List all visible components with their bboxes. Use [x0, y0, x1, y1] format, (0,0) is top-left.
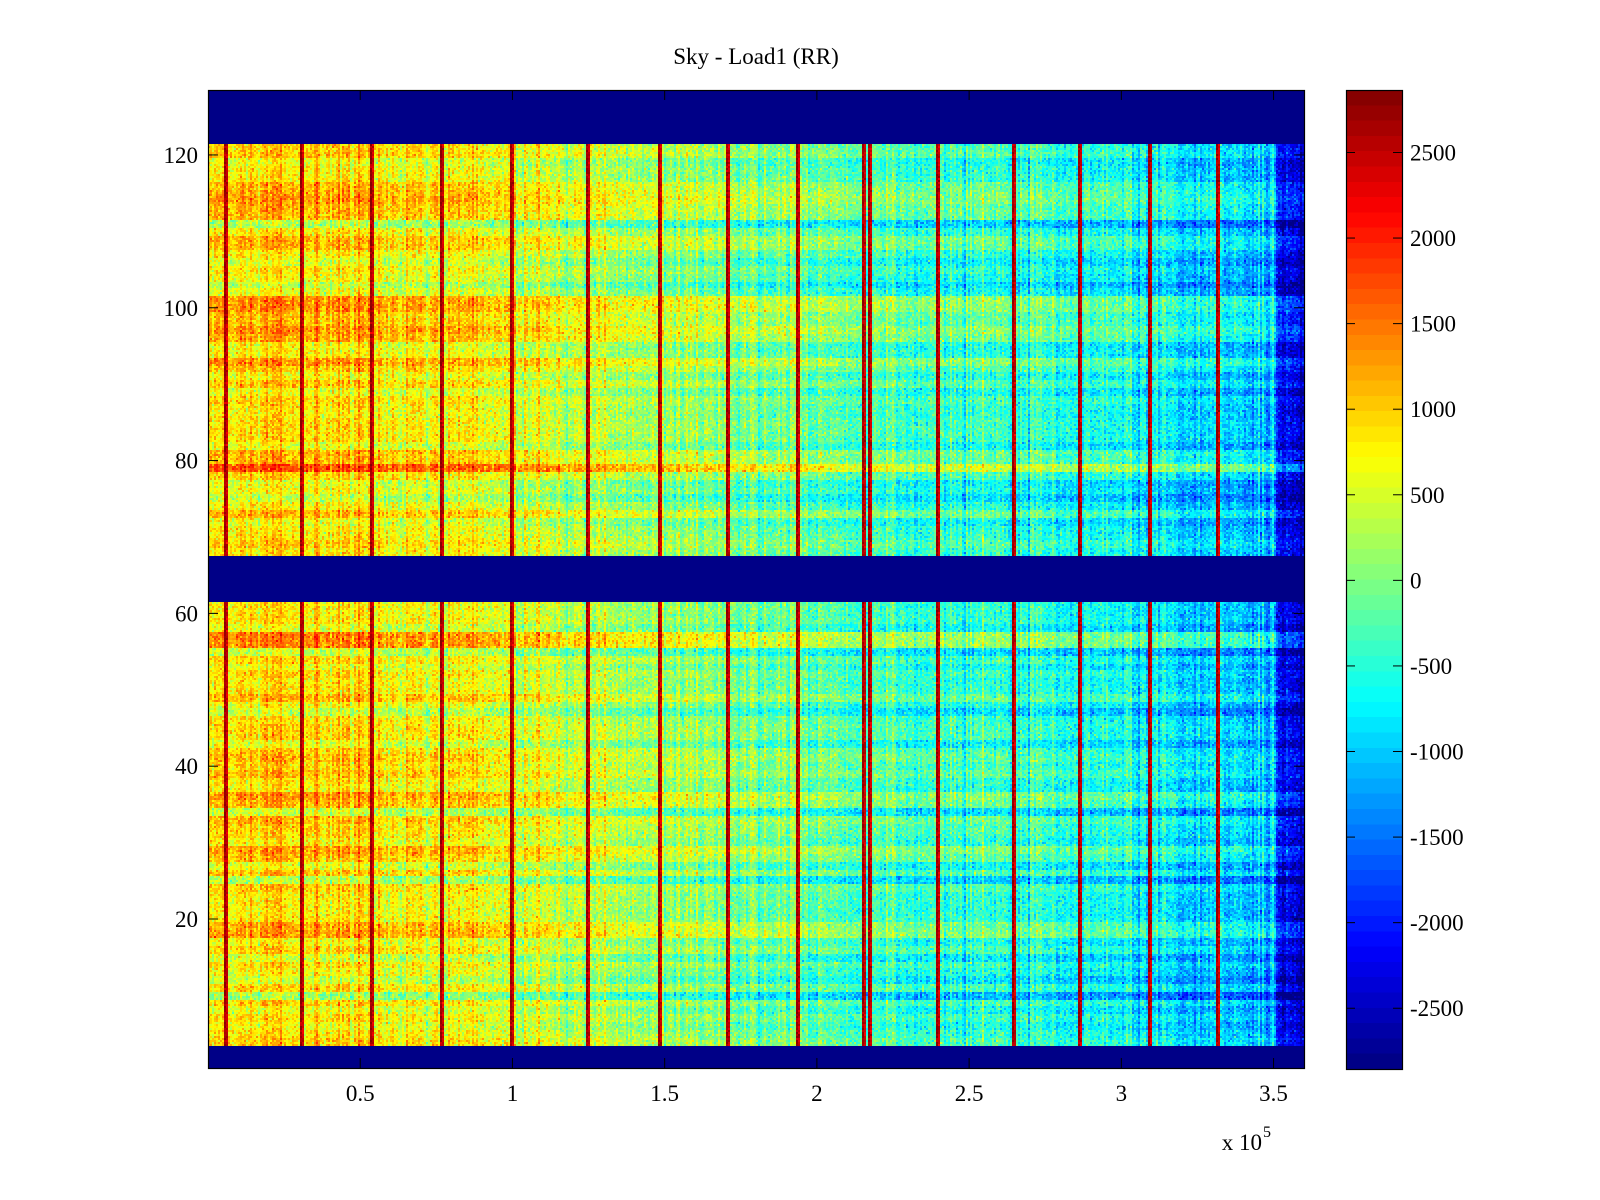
- y-tick-label: 120: [164, 143, 199, 168]
- colorbar-tick-label: 2000: [1410, 226, 1456, 251]
- y-tick-label: 40: [175, 754, 198, 779]
- x-exponent-base: x 10: [1222, 1130, 1262, 1155]
- colorbar-tick-label: 1000: [1410, 397, 1456, 422]
- y-tick-label: 80: [175, 449, 198, 474]
- x-exponent-superscript: 5: [1263, 1124, 1271, 1141]
- colorbar-tick-label: -500: [1410, 654, 1452, 679]
- x-tick-label: 1.5: [650, 1081, 679, 1106]
- x-tick-label: 1: [507, 1081, 519, 1106]
- colorbar-tick-label: -2500: [1410, 996, 1464, 1021]
- colorbar-ticks: 2500 2000 1500 1000 500 0 -500 -1000 -1500 -2000 -…: [1346, 140, 1464, 1021]
- chart-title: Sky - Load1 (RR): [673, 44, 839, 69]
- colorbar-tick-label: -2000: [1410, 911, 1464, 936]
- x-axis-ticks: 0.5 1 1.5 2 2.5 3 3.5: [346, 90, 1288, 1106]
- colorbar-tick-label: 0: [1410, 568, 1422, 593]
- heatmap-image: [208, 90, 1304, 1068]
- y-axis-ticks: 20 40 60 80 100 120: [164, 143, 1304, 932]
- plot-frame: [207, 89, 1306, 1070]
- x-tick-label: 3: [1116, 1081, 1128, 1106]
- x-tick-label: 3.5: [1259, 1081, 1288, 1106]
- y-tick-label: 20: [175, 907, 198, 932]
- x-tick-label: 2.5: [955, 1081, 984, 1106]
- y-tick-label: 100: [164, 296, 199, 321]
- x-tick-label: 0.5: [346, 1081, 375, 1106]
- colorbar-tick-label: -1500: [1410, 825, 1464, 850]
- colorbar-tick-label: 500: [1410, 483, 1445, 508]
- colorbar-tick-label: 2500: [1410, 140, 1456, 165]
- colorbar-image: [1346, 90, 1402, 1069]
- x-exponent-label: x 10: [1222, 1130, 1262, 1155]
- colorbar-tick-label: 1500: [1410, 312, 1456, 337]
- colorbar-tick-label: -1000: [1410, 740, 1464, 765]
- y-tick-label: 60: [175, 601, 198, 626]
- x-tick-label: 2: [811, 1081, 823, 1106]
